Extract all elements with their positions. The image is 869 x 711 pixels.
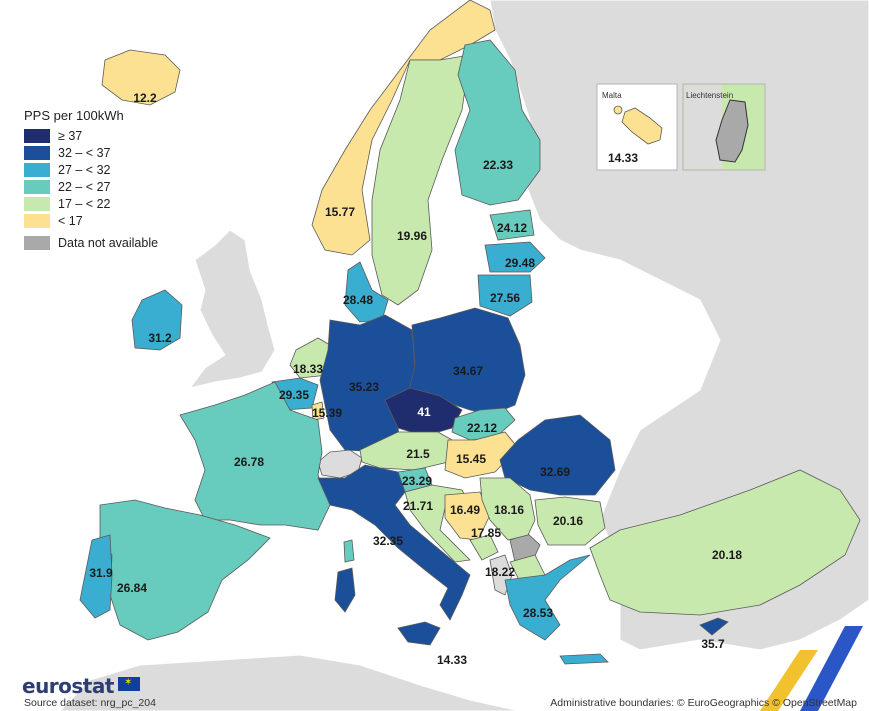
legend-swatch bbox=[24, 128, 50, 143]
legend-swatch bbox=[24, 179, 50, 194]
inset-liechtenstein-title: Liechtenstein bbox=[686, 91, 734, 100]
label-germany: 35.23 bbox=[348, 380, 380, 394]
legend-swatch bbox=[24, 162, 50, 177]
region-bulgaria bbox=[534, 496, 606, 546]
legend-swatch bbox=[24, 196, 50, 211]
eu-flag-icon bbox=[117, 677, 140, 691]
logo-text: eurostat bbox=[22, 674, 114, 698]
land-uk bbox=[188, 229, 276, 389]
label-belgium: 29.35 bbox=[278, 388, 310, 402]
label-poland: 34.67 bbox=[452, 364, 484, 378]
legend-item: 17 – < 22 bbox=[24, 195, 158, 212]
label-croatia: 21.71 bbox=[402, 499, 434, 513]
legend-item: 27 – < 32 bbox=[24, 161, 158, 178]
label-greece: 28.53 bbox=[522, 606, 554, 620]
region-ireland bbox=[131, 289, 183, 351]
legend-label: 32 – < 37 bbox=[58, 145, 111, 160]
label-bulgaria: 20.16 bbox=[552, 514, 584, 528]
region-slovakia bbox=[451, 407, 516, 441]
label-finland: 22.33 bbox=[482, 158, 514, 172]
label-luxembourg: 15.39 bbox=[311, 406, 343, 420]
region-lithuania bbox=[477, 274, 533, 317]
label-slovenia: 23.29 bbox=[401, 474, 433, 488]
label-latvia: 29.48 bbox=[504, 256, 536, 270]
region-cyprus bbox=[699, 617, 729, 636]
region-sweden bbox=[371, 54, 471, 306]
label-turkiye: 20.18 bbox=[711, 548, 743, 562]
label-spain: 26.84 bbox=[116, 581, 148, 595]
label-czechia: 41 bbox=[417, 405, 431, 419]
label-cyprus: 35.7 bbox=[701, 637, 725, 651]
region-italy bbox=[317, 464, 471, 621]
region-corsica bbox=[343, 539, 355, 563]
region-france bbox=[179, 381, 331, 531]
inset-malta-value: 14.33 bbox=[607, 151, 639, 165]
label-estonia: 24.12 bbox=[496, 221, 528, 235]
legend-label: ≥ 37 bbox=[58, 128, 83, 143]
label-montenegro: 17.85 bbox=[470, 526, 502, 540]
label-netherlands: 18.33 bbox=[292, 362, 324, 376]
label-denmark: 28.48 bbox=[342, 293, 374, 307]
label-ireland: 31.2 bbox=[148, 331, 172, 345]
legend-label: < 17 bbox=[58, 213, 83, 228]
legend-label: 22 – < 27 bbox=[58, 179, 111, 194]
legend-label: 27 – < 32 bbox=[58, 162, 111, 177]
region-latvia bbox=[484, 241, 546, 273]
region-finland bbox=[454, 39, 541, 206]
region-iceland bbox=[101, 49, 181, 106]
region-luxembourg bbox=[311, 401, 325, 421]
label-portugal: 31.9 bbox=[89, 566, 113, 580]
region-sardinia bbox=[334, 567, 356, 613]
label-bosnia: 16.49 bbox=[449, 503, 481, 517]
legend-item: ≥ 37 bbox=[24, 127, 158, 144]
legend-swatch bbox=[24, 213, 50, 228]
legend-label: Data not available bbox=[58, 235, 159, 250]
region-montenegro bbox=[469, 534, 499, 561]
region-sicily bbox=[397, 621, 441, 646]
label-malta: 14.33 bbox=[436, 653, 468, 667]
inset-liechtenstein bbox=[682, 83, 766, 171]
legend-item: 22 – < 27 bbox=[24, 178, 158, 195]
region-denmark bbox=[344, 261, 389, 323]
label-iceland: 12.2 bbox=[133, 91, 157, 105]
label-sweden: 19.96 bbox=[396, 229, 428, 243]
legend-item-na: Data not available bbox=[24, 234, 158, 251]
label-slovakia: 22.12 bbox=[466, 421, 498, 435]
legend-swatch bbox=[24, 235, 50, 250]
eurostat-logo: eurostat bbox=[22, 674, 140, 698]
region-estonia bbox=[489, 209, 535, 241]
eurostat-chevron-icon bbox=[760, 626, 863, 711]
land-switzerland bbox=[317, 449, 363, 479]
label-lithuania: 27.56 bbox=[489, 291, 521, 305]
land-north-africa bbox=[59, 654, 521, 711]
label-italy: 32.35 bbox=[372, 534, 404, 548]
region-greece bbox=[504, 554, 591, 641]
region-serbia bbox=[479, 477, 536, 541]
legend-title: PPS per 100kWh bbox=[24, 108, 124, 123]
credits-note: Administrative boundaries: © EuroGeograp… bbox=[550, 697, 857, 709]
source-note: Source dataset: nrg_pc_204 bbox=[24, 697, 156, 709]
label-norway: 15.77 bbox=[324, 205, 356, 219]
legend-item: 32 – < 37 bbox=[24, 144, 158, 161]
label-france: 26.78 bbox=[233, 455, 265, 469]
inset-malta bbox=[596, 83, 678, 171]
label-hungary: 15.45 bbox=[455, 452, 487, 466]
region-turkiye bbox=[589, 469, 861, 616]
region-portugal bbox=[79, 534, 113, 619]
label-north-macedonia: 18.22 bbox=[484, 565, 516, 579]
legend-item: < 17 bbox=[24, 212, 158, 229]
region-crete bbox=[559, 653, 609, 665]
label-austria: 21.5 bbox=[406, 447, 430, 461]
region-romania bbox=[499, 414, 616, 496]
label-romania: 32.69 bbox=[539, 465, 571, 479]
label-serbia: 18.16 bbox=[493, 503, 525, 517]
inset-malta-title: Malta bbox=[602, 91, 622, 100]
legend-label: 17 – < 22 bbox=[58, 196, 111, 211]
legend: PPS per 100kWh ≥ 37 32 – < 37 27 – < 32 … bbox=[24, 108, 158, 251]
legend-swatch bbox=[24, 145, 50, 160]
